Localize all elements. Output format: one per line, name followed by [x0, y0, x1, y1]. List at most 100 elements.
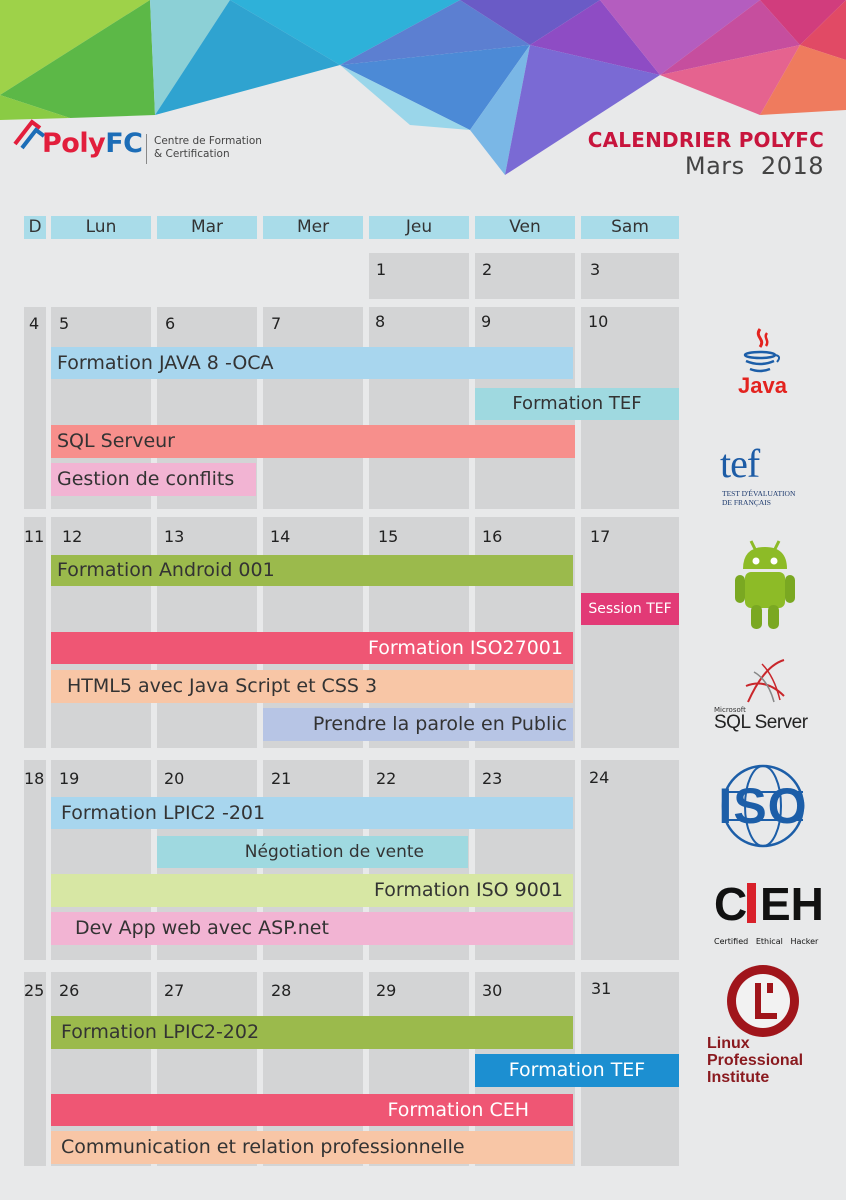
day-cell[interactable] — [369, 253, 469, 299]
day-number: 2 — [482, 260, 493, 279]
day-number: 4 — [29, 314, 40, 333]
logo-subtitle-line1: Centre de Formation — [154, 135, 262, 147]
lpi-line-2: Professional — [707, 1052, 804, 1069]
logo-brand-poly: Poly — [42, 128, 106, 159]
header-monday: Lun — [51, 216, 151, 239]
day-cell[interactable] — [581, 760, 679, 960]
event-negociation-vente[interactable]: Négotiation de vente — [157, 836, 468, 868]
event-html5[interactable]: HTML5 avec Java Script et CSS 3 — [51, 670, 573, 703]
event-iso9001[interactable]: Formation ISO 9001 — [51, 874, 573, 907]
day-number: 5 — [59, 314, 70, 333]
header-sunday: D — [24, 216, 46, 239]
day-number: 22 — [376, 769, 397, 788]
event-session-tef[interactable]: Session TEF — [581, 593, 679, 625]
day-cell[interactable] — [581, 253, 679, 299]
event-prendre-parole[interactable]: Prendre la parole en Public — [263, 708, 573, 741]
day-cell[interactable] — [24, 972, 46, 1166]
day-number: 13 — [164, 527, 185, 546]
event-lpic2-201[interactable]: Formation LPIC2 -201 — [51, 797, 573, 829]
day-cell[interactable] — [581, 517, 679, 748]
day-number: 14 — [270, 527, 291, 546]
sql-server-icon — [745, 659, 785, 703]
calendar-year: 2018 — [760, 152, 824, 180]
day-number: 31 — [591, 979, 612, 998]
day-number: 20 — [164, 769, 185, 788]
calendar-month: Mars — [684, 152, 745, 180]
java-cup-icon — [743, 328, 781, 373]
day-number: 26 — [59, 981, 80, 1000]
java-wordmark: Java — [738, 373, 787, 398]
lpi-line-3: Institute — [707, 1069, 770, 1086]
polyfc-logo: PolyFC Centre de Formation & Certificati… — [12, 112, 262, 172]
event-ceh[interactable]: Formation CEH — [51, 1094, 573, 1126]
logo-subtitle: Centre de Formation & Certification — [154, 135, 262, 161]
lpi-logo: Linux Professional Institute — [707, 963, 827, 1093]
day-cell[interactable] — [24, 307, 46, 509]
day-number: 23 — [482, 769, 503, 788]
day-number: 17 — [590, 527, 611, 546]
day-number: 28 — [271, 981, 292, 1000]
day-cell[interactable] — [475, 253, 575, 299]
ceh-subtitle: Certified Ethical Hacker — [714, 937, 819, 946]
ceh-logo: C EH Certified Ethical Hacker — [710, 877, 824, 957]
day-number: 6 — [165, 314, 176, 333]
decorative-banner — [0, 0, 846, 175]
android-robot-icon — [735, 540, 795, 629]
event-tef[interactable]: Formation TEF — [475, 388, 679, 420]
calendar-title: CALENDRIER POLYFC — [587, 128, 824, 152]
event-gestion-conflits[interactable]: Gestion de conflits — [51, 463, 256, 496]
day-number: 25 — [24, 981, 45, 1000]
logo-brand-fc: FC — [105, 128, 143, 159]
sql-server-wordmark: SQL Server — [714, 712, 808, 733]
day-number: 19 — [59, 769, 80, 788]
calendar-month-year: Mars 2018 — [588, 152, 824, 180]
lpi-emblem-icon — [727, 965, 799, 1037]
day-number: 30 — [482, 981, 503, 1000]
day-number: 18 — [24, 769, 45, 788]
day-number: 8 — [375, 312, 386, 331]
tef-wordmark: tef — [720, 441, 760, 486]
event-communication[interactable]: Communication et relation professionnell… — [51, 1131, 573, 1164]
header-friday: Ven — [475, 216, 575, 239]
iso-logo: ISO — [708, 762, 818, 850]
header-thursday: Jeu — [369, 216, 469, 239]
event-lpic2-202[interactable]: Formation LPIC2-202 — [51, 1016, 573, 1049]
day-number: 16 — [482, 527, 503, 546]
day-number: 21 — [271, 769, 292, 788]
day-number: 9 — [481, 312, 492, 331]
tef-logo: tef TEST D'ÉVALUATION DE FRANÇAIS — [718, 440, 818, 510]
java-logo: Java — [730, 325, 790, 405]
day-cell[interactable] — [369, 307, 469, 509]
event-tef-2[interactable]: Formation TEF — [475, 1054, 679, 1087]
day-number: 29 — [376, 981, 397, 1000]
day-number: 1 — [376, 260, 387, 279]
sql-microsoft-label: Microsoft — [714, 706, 746, 714]
day-number: 15 — [378, 527, 399, 546]
lpi-line-1: Linux — [707, 1035, 750, 1052]
day-cell[interactable] — [24, 517, 46, 748]
logo-subtitle-line2: & Certification — [154, 148, 230, 160]
day-number: 11 — [24, 527, 45, 546]
day-number: 24 — [589, 768, 610, 787]
event-sql-serveur[interactable]: SQL Serveur — [51, 425, 575, 458]
header-saturday: Sam — [581, 216, 679, 239]
header-tuesday: Mar — [157, 216, 257, 239]
tef-subtitle-1: TEST D'ÉVALUATION — [722, 489, 796, 498]
logo-brand: PolyFC — [42, 128, 143, 159]
event-iso27001[interactable]: Formation ISO27001 — [51, 632, 573, 664]
day-cell[interactable] — [263, 307, 363, 509]
event-java-oca[interactable]: Formation JAVA 8 -OCA — [51, 347, 573, 379]
calendar-title-block: CALENDRIER POLYFC Mars 2018 — [588, 128, 824, 180]
day-cell[interactable] — [24, 760, 46, 960]
android-logo — [733, 535, 797, 633]
lpi-wordmark: Linux Professional Institute — [707, 1035, 803, 1086]
header-wednesday: Mer — [263, 216, 363, 239]
day-number: 3 — [590, 260, 601, 279]
sql-server-logo: Microsoft SQL Server — [714, 656, 814, 736]
logo-divider — [146, 134, 147, 164]
ceh-c: C — [714, 878, 748, 930]
iso-globe-icon — [721, 764, 805, 848]
day-number: 12 — [62, 527, 83, 546]
event-asp-net[interactable]: Dev App web avec ASP.net — [51, 912, 573, 945]
event-android[interactable]: Formation Android 001 — [51, 555, 573, 586]
